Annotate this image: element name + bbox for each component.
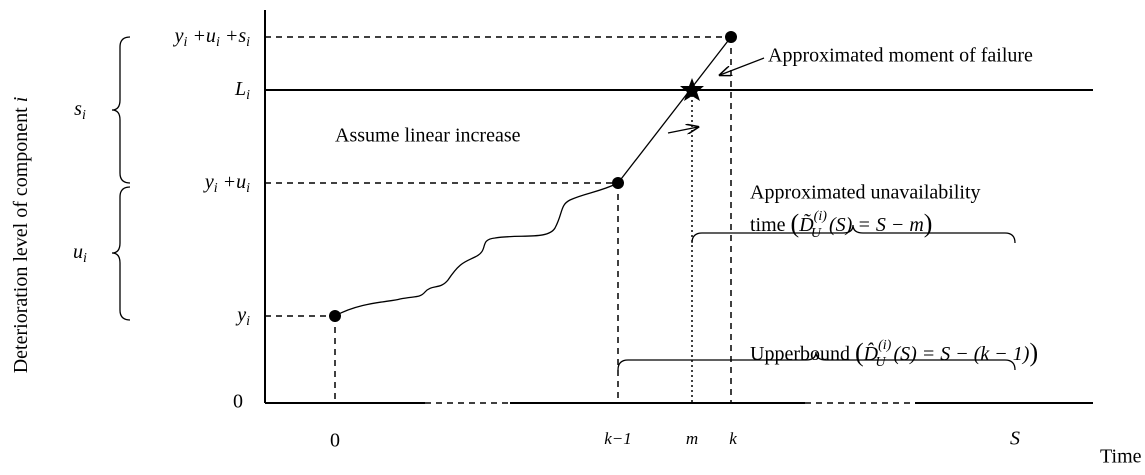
t: i	[83, 251, 87, 266]
t: )	[1029, 338, 1038, 367]
t: U	[875, 355, 886, 370]
t: +s	[220, 25, 246, 47]
time-label: 0	[330, 430, 340, 452]
t: u	[73, 241, 83, 263]
t: U	[811, 226, 822, 241]
linear-segment	[617, 36, 732, 184]
t: (S) = S − (k − 1)	[893, 343, 1029, 365]
level-label: yi +ui +si	[173, 25, 250, 51]
t: (	[791, 209, 800, 238]
t: y	[173, 25, 184, 47]
guide-lines	[265, 36, 732, 403]
t: Upperbound	[750, 343, 855, 365]
t: D̂	[863, 341, 879, 364]
t: time	[750, 214, 791, 236]
t: s	[74, 98, 82, 120]
t: L	[234, 78, 246, 100]
point	[725, 31, 737, 43]
point	[329, 310, 341, 322]
brace-label: ui	[73, 241, 87, 267]
time-label: m	[686, 429, 698, 448]
t: +u	[187, 25, 216, 47]
level-label: yi +ui	[203, 171, 250, 197]
time-label: k	[729, 429, 737, 448]
label-text: Deterioration level of component	[10, 102, 32, 373]
brace	[111, 186, 131, 321]
time-label: k−1	[604, 429, 632, 448]
t: i	[246, 35, 250, 50]
annotation: Upperbound (D̂(i) U (S) = S − (k − 1))	[750, 338, 1038, 370]
t: i	[216, 35, 220, 50]
t: +u	[218, 171, 247, 193]
deterioration-curve	[334, 182, 619, 317]
t: i	[246, 314, 250, 329]
t: i	[82, 108, 86, 123]
t: (i)	[814, 209, 828, 224]
arrow	[667, 127, 698, 133]
brace	[111, 36, 131, 184]
annotation: Assume linear increase	[335, 125, 521, 147]
t: (S) = S − m	[829, 214, 924, 236]
t: i	[246, 181, 250, 196]
t: (i)	[878, 338, 892, 353]
level-label: 0	[233, 391, 243, 413]
time-label: S	[1010, 428, 1020, 450]
level-label: yi	[235, 304, 250, 330]
brace	[691, 224, 1016, 244]
label-var: i	[10, 97, 32, 103]
failure-star	[680, 78, 704, 101]
x-axis-label: Time	[1100, 446, 1142, 468]
t: i	[214, 181, 218, 196]
level-label: Li	[234, 78, 250, 104]
t: y	[203, 171, 214, 193]
annotation: Approximated unavailability	[750, 182, 981, 204]
annotation: Approximated moment of failure	[768, 45, 1033, 67]
t: y	[235, 304, 246, 326]
y-axis-label: Deterioration level of component i	[10, 97, 32, 374]
t: (	[855, 338, 864, 367]
brace	[617, 351, 1016, 371]
arrow	[720, 57, 765, 75]
annotation: time (D̃(i) U (S) = S − m)	[750, 209, 932, 241]
t: )	[924, 209, 933, 238]
t: i	[184, 35, 188, 50]
point	[612, 177, 624, 189]
t: i	[246, 88, 250, 103]
t: D̃	[798, 212, 814, 235]
brace-label: si	[74, 98, 86, 124]
